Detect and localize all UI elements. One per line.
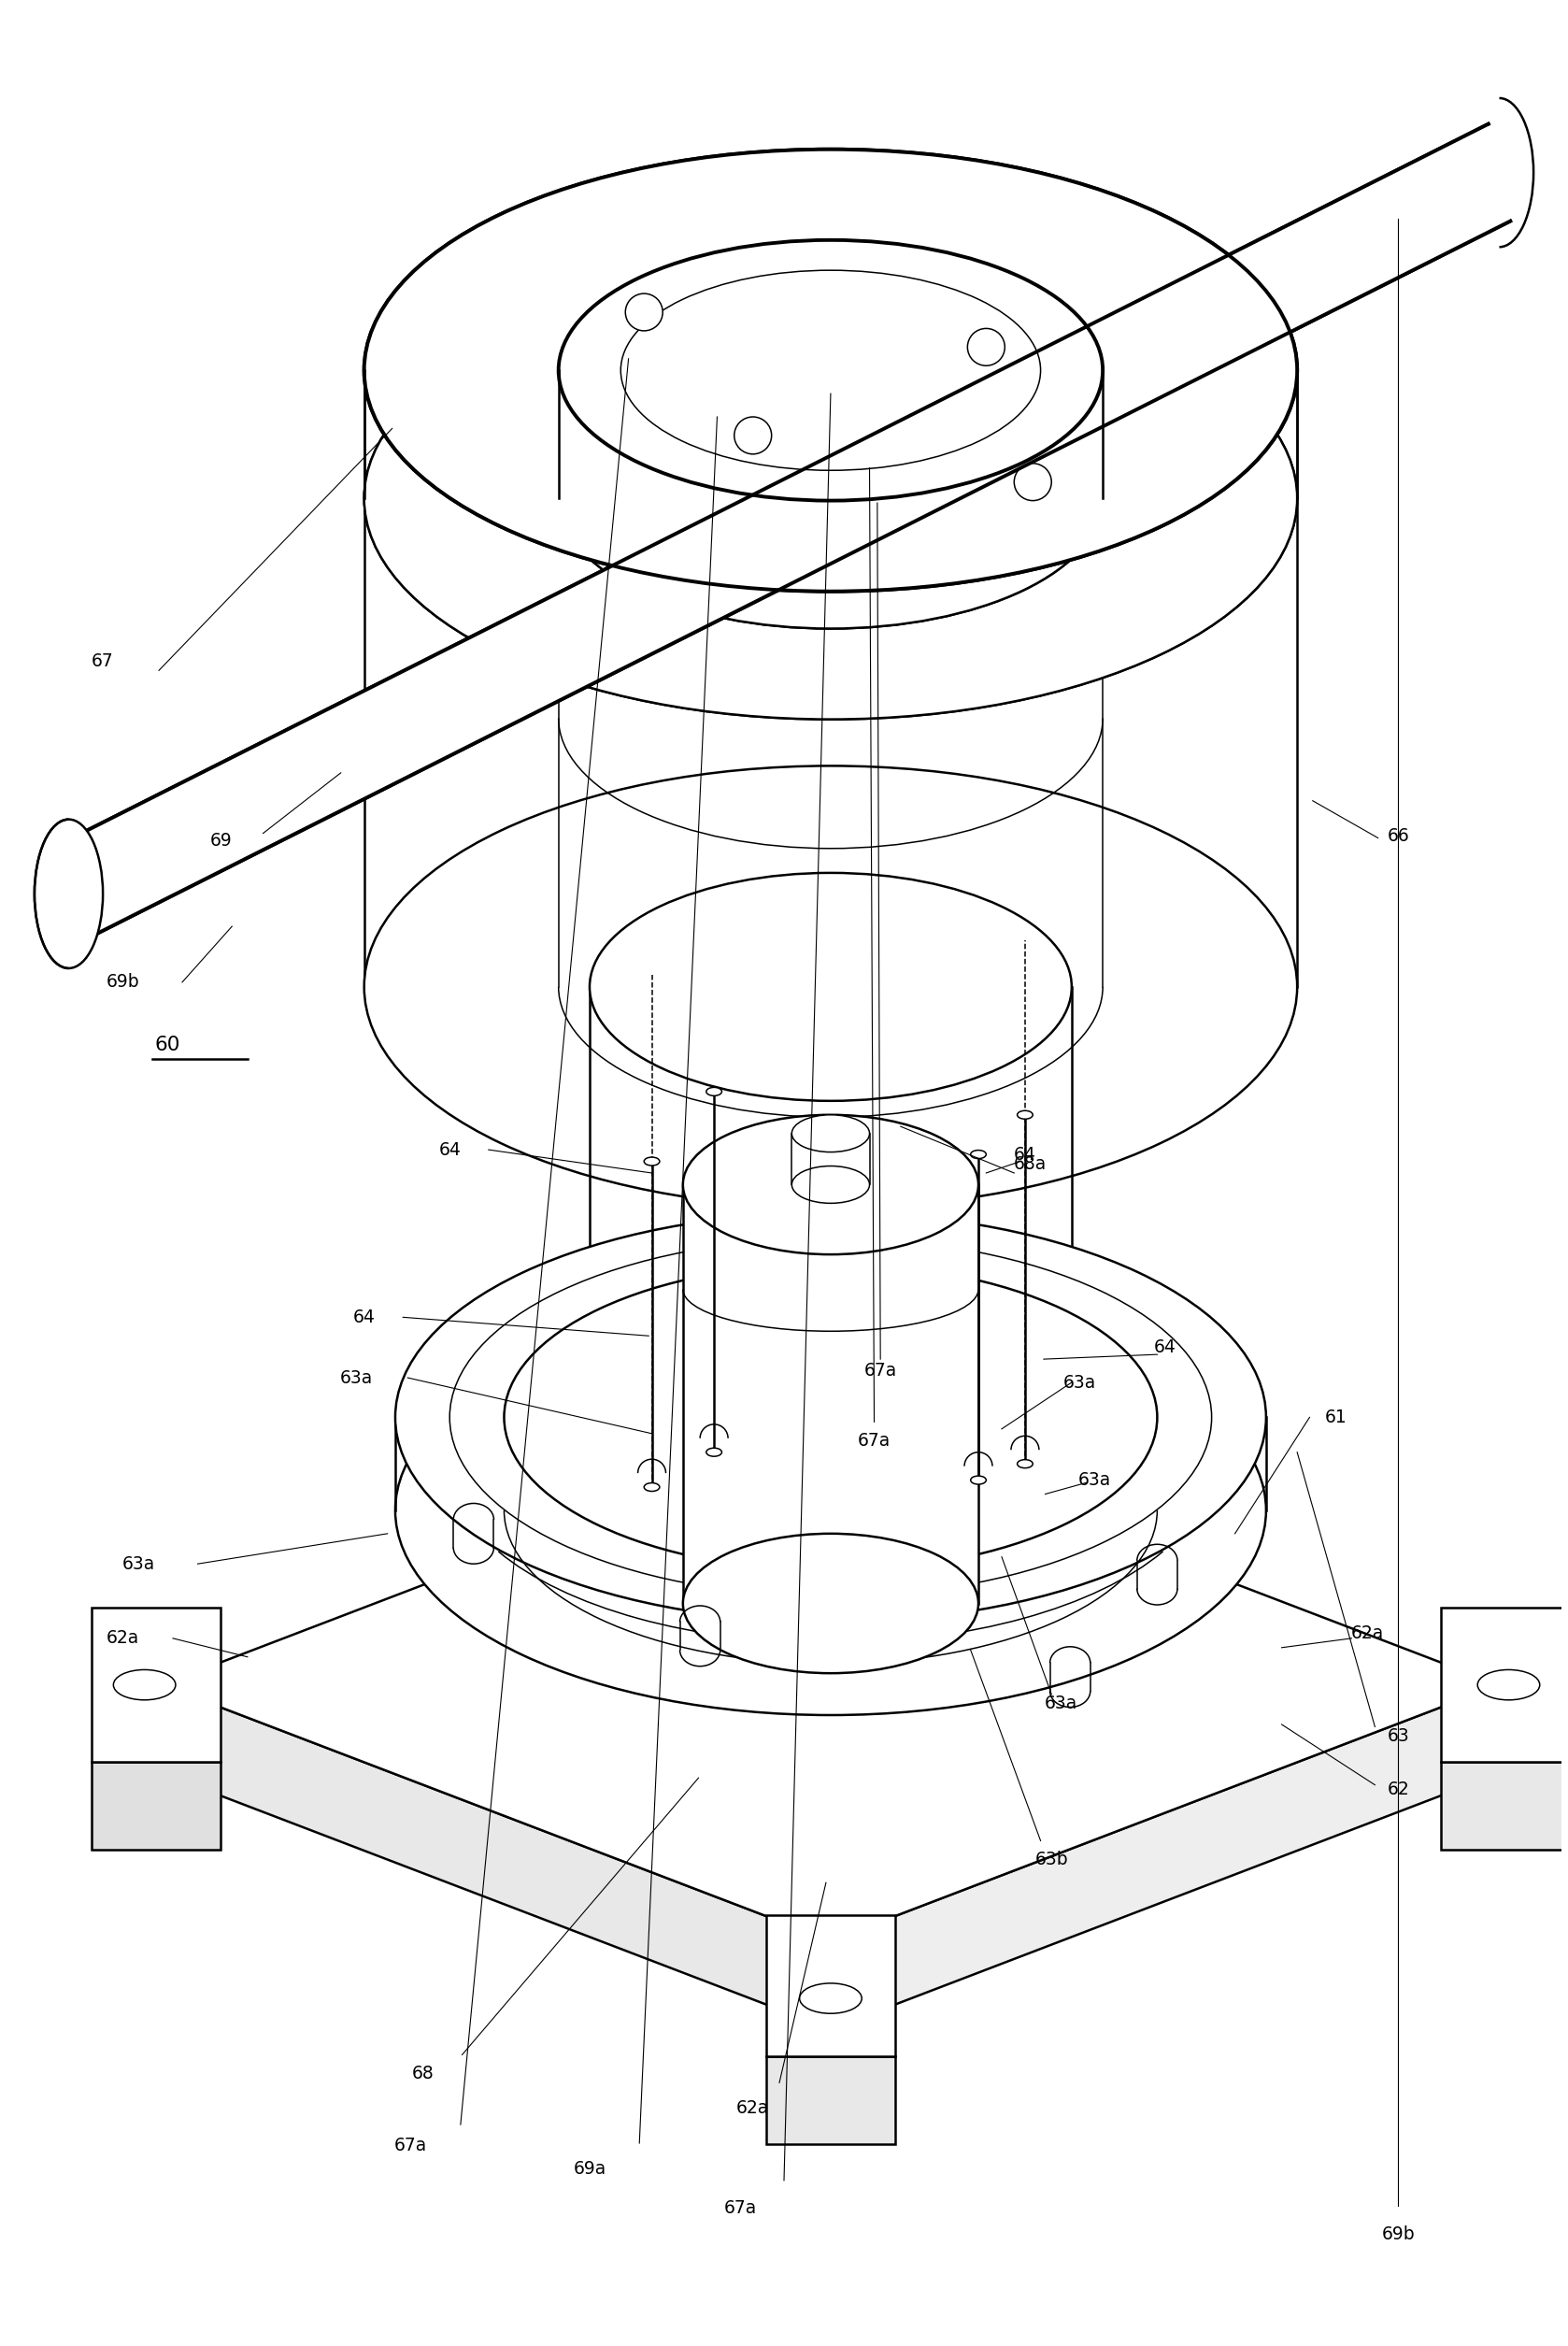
Text: 66: 66: [1388, 826, 1410, 845]
Ellipse shape: [971, 1150, 986, 1159]
Ellipse shape: [395, 1307, 1265, 1715]
Ellipse shape: [364, 277, 1297, 720]
Text: 60: 60: [154, 1035, 180, 1053]
Text: 67a: 67a: [724, 2201, 757, 2217]
Ellipse shape: [967, 328, 1005, 366]
Ellipse shape: [395, 1213, 1265, 1621]
Text: 64: 64: [1014, 1145, 1036, 1164]
Text: 63a: 63a: [122, 1555, 155, 1572]
Ellipse shape: [734, 418, 771, 455]
Text: 64: 64: [439, 1140, 461, 1159]
Ellipse shape: [967, 328, 1005, 366]
Text: 68a: 68a: [1013, 1154, 1046, 1173]
Polygon shape: [767, 1914, 895, 2055]
Ellipse shape: [1018, 1110, 1033, 1119]
Ellipse shape: [558, 239, 1102, 500]
Polygon shape: [767, 2055, 895, 2144]
Ellipse shape: [558, 368, 1102, 629]
Ellipse shape: [1014, 465, 1052, 500]
Ellipse shape: [503, 1264, 1157, 1572]
Ellipse shape: [113, 1670, 176, 1701]
Ellipse shape: [792, 1114, 870, 1152]
Text: 63a: 63a: [1079, 1471, 1112, 1490]
Text: 69b: 69b: [1381, 2224, 1414, 2243]
Ellipse shape: [734, 418, 771, 455]
Ellipse shape: [792, 1166, 870, 1203]
Polygon shape: [767, 1314, 895, 1455]
Ellipse shape: [364, 150, 1297, 591]
Ellipse shape: [1477, 1670, 1540, 1701]
Polygon shape: [1441, 1607, 1568, 1762]
Text: 61: 61: [1325, 1408, 1347, 1426]
Ellipse shape: [684, 1114, 978, 1255]
Ellipse shape: [34, 819, 103, 969]
Ellipse shape: [626, 293, 663, 331]
Polygon shape: [58, 124, 1510, 943]
Text: 64: 64: [353, 1309, 375, 1325]
Text: 67a: 67a: [858, 1431, 891, 1450]
Polygon shape: [162, 1429, 1499, 1940]
Ellipse shape: [1018, 1459, 1033, 1469]
Polygon shape: [684, 1185, 978, 1602]
Ellipse shape: [1014, 465, 1052, 500]
Text: 64: 64: [1154, 1340, 1176, 1356]
Ellipse shape: [971, 1476, 986, 1485]
Polygon shape: [93, 1607, 221, 1762]
Ellipse shape: [684, 1534, 978, 1673]
Text: 63a: 63a: [1063, 1372, 1096, 1391]
Text: 62a: 62a: [737, 2100, 770, 2116]
Ellipse shape: [800, 1982, 862, 2013]
Ellipse shape: [364, 765, 1297, 1208]
Text: 63: 63: [1388, 1727, 1410, 1745]
Polygon shape: [1441, 1762, 1568, 1851]
Ellipse shape: [590, 873, 1071, 1100]
Ellipse shape: [558, 239, 1102, 500]
Polygon shape: [93, 1762, 221, 1851]
Ellipse shape: [558, 368, 1102, 629]
Text: 68: 68: [412, 2064, 434, 2083]
Text: 63b: 63b: [1035, 1851, 1068, 1867]
Ellipse shape: [364, 150, 1297, 591]
Text: 63a: 63a: [340, 1368, 373, 1386]
Polygon shape: [58, 124, 1510, 943]
Text: 67a: 67a: [394, 2137, 426, 2154]
Ellipse shape: [590, 1281, 1071, 1508]
Text: 69a: 69a: [574, 2161, 607, 2177]
Ellipse shape: [706, 1089, 721, 1096]
Polygon shape: [831, 1684, 1499, 2029]
Text: 62a: 62a: [1350, 1626, 1383, 1642]
Text: 69b: 69b: [107, 974, 140, 990]
Ellipse shape: [626, 293, 663, 331]
Text: 62a: 62a: [107, 1630, 140, 1647]
Ellipse shape: [706, 1447, 721, 1457]
Polygon shape: [162, 1684, 831, 2029]
Text: 63a: 63a: [1044, 1694, 1077, 1713]
Ellipse shape: [644, 1157, 660, 1166]
Ellipse shape: [364, 277, 1297, 720]
Text: 69: 69: [210, 830, 232, 849]
Ellipse shape: [644, 1483, 660, 1492]
Text: 67: 67: [93, 652, 114, 671]
Text: 67a: 67a: [864, 1363, 897, 1379]
Ellipse shape: [558, 368, 1102, 629]
Text: 62: 62: [1388, 1781, 1410, 1799]
